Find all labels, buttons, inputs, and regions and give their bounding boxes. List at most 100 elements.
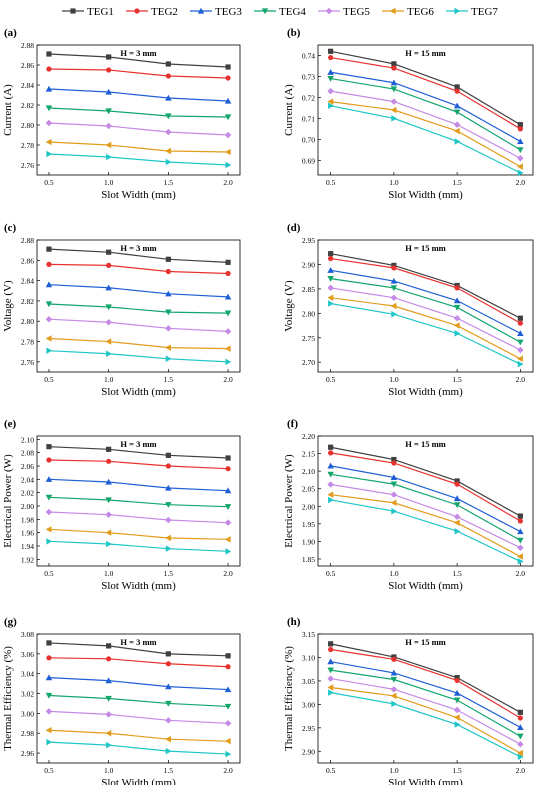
y-tick-label: 0.70 <box>302 135 315 144</box>
series-teg3 <box>45 281 232 300</box>
legend-label: TEG1 <box>87 6 114 18</box>
data-point <box>391 115 398 122</box>
y-tick-label: 2.70 <box>302 358 315 367</box>
y-tick-label: 1.90 <box>302 537 315 546</box>
series-teg7 <box>328 102 524 177</box>
y-axis-label: Electrical Power (W) <box>2 454 14 548</box>
series-line <box>330 669 521 737</box>
series-teg4 <box>45 494 232 510</box>
y-tick-label: 2.04 <box>21 475 34 484</box>
x-tick-label: 0.5 <box>326 569 336 578</box>
series-teg4 <box>327 471 524 544</box>
data-point <box>453 513 461 521</box>
series-line <box>48 511 229 524</box>
data-point <box>225 259 231 265</box>
data-point <box>106 262 112 268</box>
y-tick-label: 2.76 <box>21 358 34 367</box>
data-point <box>454 527 461 535</box>
data-point <box>327 471 334 478</box>
series-teg5 <box>327 675 524 748</box>
data-point <box>517 355 523 363</box>
series-teg6 <box>45 335 231 352</box>
data-point <box>225 64 231 70</box>
y-tick-label: 2.80 <box>21 121 34 130</box>
y-tick-label: 1.98 <box>21 515 34 524</box>
series-line <box>330 101 521 168</box>
x-axis-label: Slot Width (mm) <box>101 777 176 785</box>
data-point <box>45 708 53 715</box>
series-teg2 <box>328 646 523 721</box>
data-point <box>105 677 112 684</box>
series-teg4 <box>45 105 232 121</box>
data-point <box>517 339 524 346</box>
data-point <box>224 536 231 543</box>
series-teg7 <box>46 150 232 169</box>
series-line <box>330 452 521 522</box>
data-point <box>453 102 461 109</box>
data-point <box>327 294 334 301</box>
series-teg5 <box>45 119 232 139</box>
y-tick-label: 2.20 <box>302 432 315 441</box>
data-point <box>45 85 53 92</box>
data-point <box>390 98 398 105</box>
series-line <box>330 77 521 151</box>
legend-label: TEG4 <box>279 6 306 18</box>
y-tick-label: 2.00 <box>21 502 34 511</box>
x-tick-label: 2.0 <box>223 375 233 384</box>
x-tick-label: 1.5 <box>164 569 174 578</box>
y-tick-label: 2.08 <box>21 449 34 458</box>
series-line <box>48 694 229 708</box>
data-point <box>517 724 524 730</box>
data-point <box>517 320 523 326</box>
series-teg2 <box>328 54 523 132</box>
data-point <box>390 499 397 507</box>
data-point <box>105 141 112 149</box>
series-line <box>48 459 229 470</box>
x-axis-label: Slot Width (mm) <box>388 189 463 201</box>
y-tick-label: 1.96 <box>21 529 34 538</box>
panel-letter: (b) <box>287 27 301 39</box>
data-point <box>327 267 334 273</box>
x-tick-label: 1.5 <box>452 178 462 187</box>
panel-title: H = 3 mm <box>120 243 156 253</box>
data-point <box>46 640 52 646</box>
legend-label: TEG7 <box>471 6 498 18</box>
data-point <box>106 540 112 548</box>
y-axis-label: Voltage (V) <box>283 280 295 332</box>
data-point <box>517 346 524 354</box>
data-point <box>45 138 52 146</box>
data-point <box>390 285 398 292</box>
series-teg7 <box>328 689 524 761</box>
data-point <box>105 122 112 130</box>
data-point <box>453 121 461 128</box>
x-tick-label: 2.0 <box>516 766 526 775</box>
data-point <box>328 689 334 696</box>
legend-label: TEG3 <box>215 6 242 18</box>
x-tick-label: 2.0 <box>516 178 526 187</box>
legend-label: TEG2 <box>151 6 178 18</box>
data-point <box>390 294 398 301</box>
x-tick-label: 1.0 <box>104 375 114 384</box>
data-point <box>165 256 171 262</box>
series-teg6 <box>327 98 523 170</box>
series-line <box>330 677 521 745</box>
series-line <box>48 88 229 102</box>
data-point <box>390 686 398 693</box>
data-point <box>391 460 397 466</box>
data-point <box>105 318 112 326</box>
data-point <box>517 740 524 748</box>
legend-item-teg5: TEG5 <box>318 6 370 18</box>
series-line <box>48 248 229 263</box>
series-line <box>48 153 229 166</box>
series-line <box>330 278 521 343</box>
data-point <box>327 481 334 488</box>
x-tick-label: 1.0 <box>389 766 399 775</box>
data-point <box>165 113 172 120</box>
y-tick-label: 2.88 <box>21 41 34 50</box>
series-teg6 <box>45 727 231 745</box>
series-line <box>48 337 229 350</box>
y-tick-label: 3.00 <box>302 700 315 709</box>
data-point <box>517 518 523 524</box>
data-point <box>45 335 52 342</box>
series-teg3 <box>327 69 524 145</box>
